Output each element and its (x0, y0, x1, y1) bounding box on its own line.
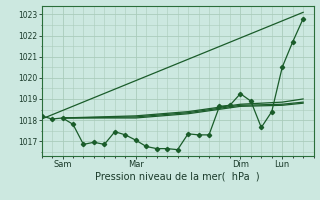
X-axis label: Pression niveau de la mer(  hPa  ): Pression niveau de la mer( hPa ) (95, 172, 260, 182)
